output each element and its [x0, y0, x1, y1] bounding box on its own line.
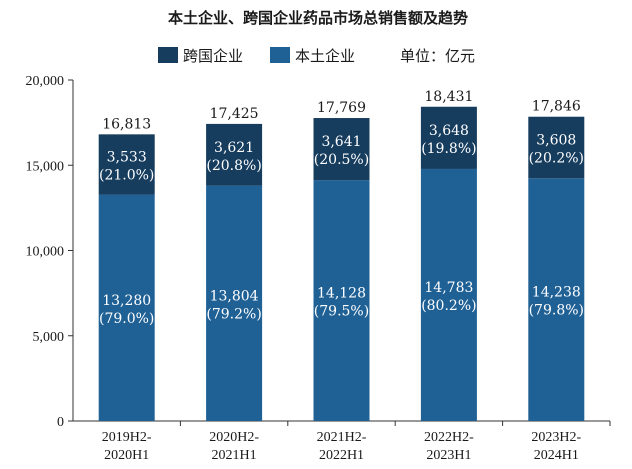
data-label-multinational-share: (21.0%)	[99, 167, 154, 183]
x-tick-label-line2: 2023H1	[426, 448, 471, 463]
y-tick-label: 20,000	[26, 74, 65, 89]
chart-title: 本土企业、跨国企业药品市场总销售额及趋势	[168, 9, 468, 27]
data-label-multinational-value: 3,621	[214, 140, 254, 156]
x-tick-label-line1: 2021H2-	[317, 430, 367, 445]
data-label-multinational-value: 3,533	[107, 149, 147, 165]
bar-multinational	[313, 118, 370, 181]
x-tick-label-line2: 2024H1	[534, 448, 579, 463]
data-label-total: 18,431	[424, 89, 473, 105]
x-tick-label-line2: 2022H1	[319, 448, 364, 463]
data-label-multinational-value: 3,608	[536, 132, 576, 148]
plot-area: 0 5,000 10,000 15,000 20,000 13,280 (79.0%) 3,5…	[26, 74, 611, 463]
data-label-domestic-value: 13,280	[102, 293, 151, 309]
x-tick-label-line2: 2020H1	[104, 448, 149, 463]
data-label-multinational-value: 3,648	[429, 123, 469, 139]
bar-domestic	[206, 185, 263, 421]
y-tick-label: 15,000	[26, 159, 65, 174]
x-tick-label-line1: 2019H2-	[102, 430, 152, 445]
legend-label-domestic: 本土企业	[295, 47, 355, 65]
x-tick-label-line1: 2020H2-	[209, 430, 259, 445]
data-label-domestic-value: 14,238	[532, 285, 581, 301]
bar-domestic	[98, 194, 155, 421]
y-tick-label: 10,000	[26, 245, 65, 260]
unit-label: 单位：亿元	[400, 47, 475, 65]
data-label-domestic-share: (80.2%)	[421, 298, 476, 314]
data-label-domestic-share: (79.2%)	[206, 306, 261, 322]
data-label-domestic-value: 13,804	[210, 288, 259, 304]
data-label-domestic-value: 14,783	[424, 280, 473, 296]
bar-multinational	[98, 134, 155, 195]
bar-domestic	[313, 180, 370, 421]
legend-swatch-domestic	[270, 47, 290, 63]
data-label-multinational-share: (20.5%)	[314, 152, 369, 168]
data-label-multinational-share: (19.8%)	[421, 141, 476, 157]
bar-multinational	[206, 123, 263, 186]
x-tick-label-line2: 2021H1	[212, 448, 257, 463]
data-label-multinational-share: (20.2%)	[529, 150, 584, 166]
y-tick-label: 0	[57, 415, 64, 430]
data-label-total: 17,846	[532, 99, 581, 115]
x-tick-label-line1: 2022H2-	[424, 430, 474, 445]
data-label-domestic-share: (79.5%)	[314, 304, 369, 320]
data-label-total: 17,425	[210, 106, 259, 122]
bar-multinational	[528, 116, 585, 179]
data-label-domestic-share: (79.0%)	[99, 311, 154, 327]
data-label-multinational-share: (20.8%)	[206, 158, 261, 174]
bar-domestic	[528, 178, 585, 421]
legend-label-multinational: 跨国企业	[183, 47, 243, 65]
data-label-total: 17,769	[317, 100, 366, 116]
data-label-domestic-value: 14,128	[317, 286, 366, 302]
y-tick-label: 5,000	[33, 330, 65, 345]
bar-multinational	[420, 106, 477, 169]
bar-domestic	[420, 168, 477, 421]
x-tick-label-line1: 2023H2-	[531, 430, 581, 445]
data-label-total: 16,813	[102, 116, 151, 132]
data-label-multinational-value: 3,641	[321, 134, 361, 150]
data-label-domestic-share: (79.8%)	[529, 303, 584, 319]
legend: 跨国企业 本土企业 单位：亿元	[158, 47, 475, 65]
legend-swatch-multinational	[158, 47, 178, 63]
